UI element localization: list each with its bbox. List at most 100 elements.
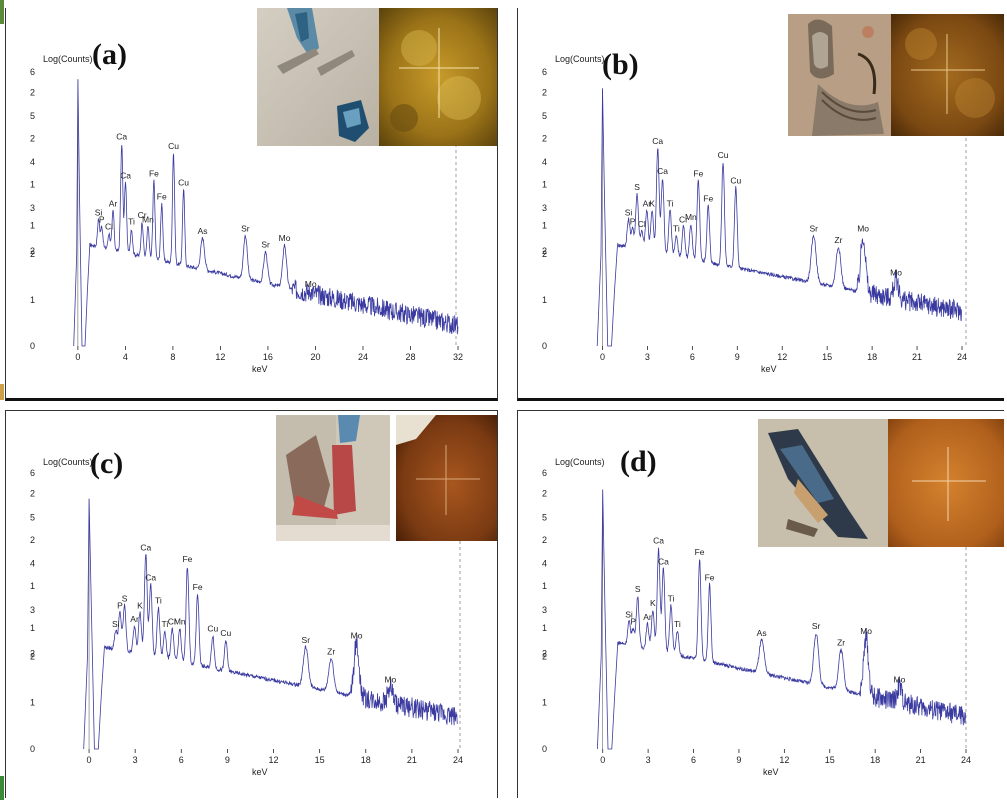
peak-label: S	[634, 182, 640, 192]
relief-photo	[257, 8, 379, 146]
y-tick-label: 6	[30, 67, 35, 77]
peak-label: Si	[95, 208, 103, 218]
y-tick-label: 0	[30, 341, 35, 351]
y-tick-label: 3	[30, 203, 35, 213]
y-tick-label: 2	[30, 488, 35, 498]
x-tick-label: 3	[645, 352, 650, 362]
peak-label: Ti	[667, 198, 674, 208]
peak-label: Cr	[138, 210, 147, 220]
left-edge-strip	[0, 0, 4, 800]
y-tick-label: 2	[542, 535, 547, 545]
peak-label: As	[198, 226, 208, 236]
x-tick-label: 20	[310, 352, 320, 362]
y-tick-label: 3	[30, 605, 35, 615]
y-tick-label: 2	[542, 246, 547, 256]
y-tick-label: 1	[30, 698, 35, 708]
x-tick-label: 9	[225, 755, 230, 765]
peak-label: Zr	[837, 637, 845, 647]
y-tick-label: 6	[542, 468, 547, 478]
y-axis-title: Log(Counts)	[555, 457, 605, 467]
peak-label: P	[117, 600, 123, 610]
x-tick-label: 16	[263, 352, 273, 362]
y-tick-label: 2	[30, 535, 35, 545]
y-tick-label: 2	[542, 651, 547, 661]
peak-label: Fe	[193, 582, 203, 592]
microscope-photo	[379, 8, 497, 146]
y-tick-label: 1	[542, 179, 547, 189]
peak-label: Ca	[657, 166, 668, 176]
x-tick-label: 24	[358, 352, 368, 362]
y-tick-label: 2	[542, 488, 547, 498]
y-tick-label: 1	[542, 295, 547, 305]
relief-photo	[758, 419, 888, 547]
spectrum-line	[596, 88, 962, 347]
peak-label: Cr	[679, 214, 688, 224]
peak-label: K	[649, 198, 655, 208]
microscope-photo	[888, 419, 1004, 547]
x-tick-label: 9	[735, 352, 740, 362]
x-tick-label: 6	[179, 755, 184, 765]
peak-label: Ca	[140, 542, 151, 552]
peak-label: Cl	[638, 219, 646, 229]
x-tick-label: 12	[779, 755, 789, 765]
x-tick-label: 32	[453, 352, 463, 362]
peak-label: P	[630, 217, 636, 227]
peak-label: Sr	[261, 240, 270, 250]
peak-label: Zr	[834, 235, 842, 245]
microscope-photo	[891, 14, 1004, 136]
peak-label: Sr	[809, 224, 818, 234]
peak-label: Ti	[673, 224, 680, 234]
y-axis-title: Log(Counts)	[555, 54, 605, 64]
panel-d: 0 1 2 3 4 5 2 1 1 2 2 6 0 3 6 9 12 15 18 21 24 keV Si P S Ar K Ca Ca…	[517, 410, 1004, 798]
peak-label: Mo	[857, 224, 869, 234]
y-tick-label: 2	[30, 246, 35, 256]
x-tick-label: 21	[912, 352, 922, 362]
x-tick-label: 18	[361, 755, 371, 765]
y-tick-label: 2	[542, 249, 547, 259]
y-tick-label: 2	[30, 651, 35, 661]
peak-label: Ca	[653, 535, 664, 545]
peak-label: Cu	[220, 628, 231, 638]
y-tick-label: 5	[542, 512, 547, 522]
peak-label: Cu	[730, 175, 741, 185]
peak-label: Mn	[142, 214, 154, 224]
peak-label: Fe	[705, 573, 715, 583]
peak-label: Cr	[168, 617, 177, 627]
relief-photo	[276, 415, 390, 541]
x-tick-label: 0	[600, 352, 605, 362]
spectrum-line	[83, 498, 458, 750]
y-tick-label: 5	[30, 111, 35, 121]
peak-label: Cu	[207, 623, 218, 633]
x-axis-title: keV	[252, 767, 268, 777]
microscope-photo	[396, 415, 497, 541]
peak-label: S	[635, 584, 641, 594]
peak-label: Sr	[812, 621, 821, 631]
y-tick-label: 1	[30, 179, 35, 189]
peak-label: Cl	[105, 221, 113, 231]
x-tick-label: 9	[736, 755, 741, 765]
peak-label: Fe	[182, 554, 192, 564]
peak-label: Mo	[890, 267, 902, 277]
peak-label: Fe	[149, 168, 159, 178]
y-tick-label: 0	[542, 744, 547, 754]
panel-c: 0 1 2 3 4 5 2 1 1 2 2 6 0 3 6 9 12 15 18 21 24 keV Si P S Ar K Ca Ca…	[5, 410, 498, 798]
y-tick-label: 1	[30, 581, 35, 591]
y-tick-label: 2	[30, 249, 35, 259]
y-tick-label: 1	[30, 221, 35, 231]
x-tick-label: 6	[690, 352, 695, 362]
x-tick-label: 15	[315, 755, 325, 765]
peak-label: Ar	[109, 198, 118, 208]
y-tick-label: 1	[542, 581, 547, 591]
relief-photo	[788, 14, 891, 136]
peak-label: Mo	[351, 630, 363, 640]
x-tick-label: 18	[870, 755, 880, 765]
peak-label: K	[650, 598, 656, 608]
peak-label: Ti	[161, 619, 168, 629]
x-tick-label: 12	[777, 352, 787, 362]
y-tick-label: 2	[30, 133, 35, 143]
peak-label: Mo	[305, 279, 317, 289]
